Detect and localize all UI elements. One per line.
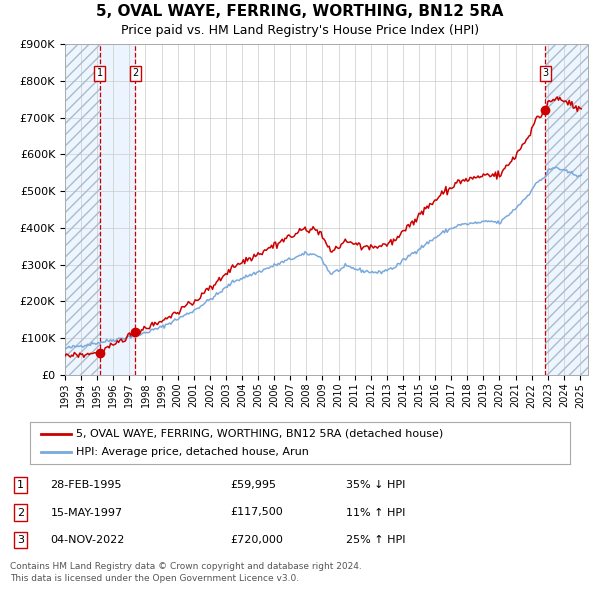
Bar <box>65 44 100 375</box>
Text: £59,995: £59,995 <box>230 480 277 490</box>
Text: 35% ↓ HPI: 35% ↓ HPI <box>346 480 406 490</box>
Text: 3: 3 <box>542 68 548 78</box>
Text: 25% ↑ HPI: 25% ↑ HPI <box>346 535 406 545</box>
Text: 11% ↑ HPI: 11% ↑ HPI <box>346 507 406 517</box>
Text: Contains HM Land Registry data © Crown copyright and database right 2024.: Contains HM Land Registry data © Crown c… <box>10 562 362 571</box>
Bar <box>545 44 588 375</box>
Text: £117,500: £117,500 <box>230 507 283 517</box>
Bar <box>545 44 588 375</box>
Text: £720,000: £720,000 <box>230 535 283 545</box>
Text: 1: 1 <box>97 68 103 78</box>
Text: 5, OVAL WAYE, FERRING, WORTHING, BN12 5RA: 5, OVAL WAYE, FERRING, WORTHING, BN12 5R… <box>97 4 503 19</box>
Text: 2: 2 <box>132 68 139 78</box>
Text: 04-NOV-2022: 04-NOV-2022 <box>50 535 125 545</box>
Text: Price paid vs. HM Land Registry's House Price Index (HPI): Price paid vs. HM Land Registry's House … <box>121 24 479 37</box>
Text: 5, OVAL WAYE, FERRING, WORTHING, BN12 5RA (detached house): 5, OVAL WAYE, FERRING, WORTHING, BN12 5R… <box>76 429 443 439</box>
Bar <box>100 44 136 375</box>
Text: 28-FEB-1995: 28-FEB-1995 <box>50 480 122 490</box>
Bar <box>65 44 100 375</box>
Text: 2: 2 <box>17 507 24 517</box>
Text: This data is licensed under the Open Government Licence v3.0.: This data is licensed under the Open Gov… <box>10 574 299 583</box>
Text: 1: 1 <box>17 480 24 490</box>
Text: 15-MAY-1997: 15-MAY-1997 <box>50 507 123 517</box>
Text: HPI: Average price, detached house, Arun: HPI: Average price, detached house, Arun <box>76 447 309 457</box>
Text: 3: 3 <box>17 535 24 545</box>
